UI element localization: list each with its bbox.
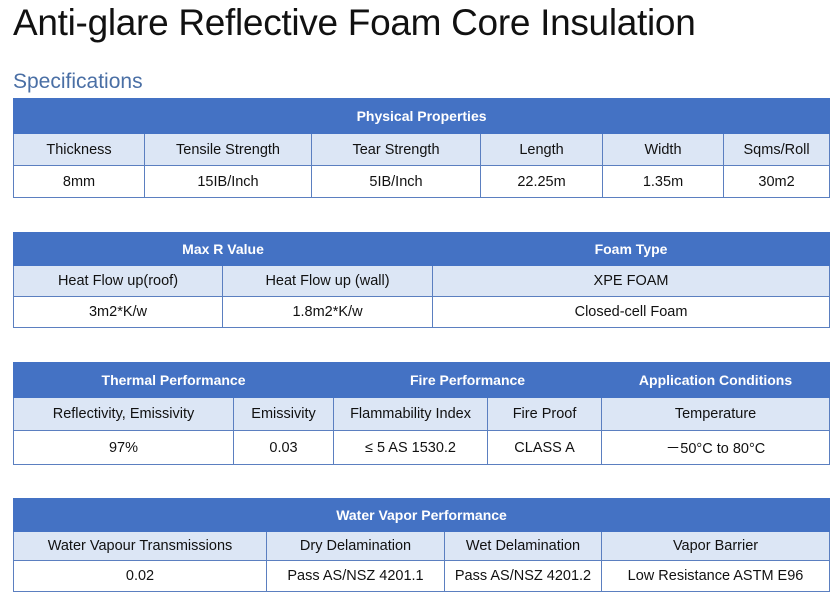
table-cell: 22.25m — [480, 165, 603, 198]
max-r-value-header: Max R Value — [12, 232, 434, 266]
table-subheader-row: Water Vapour Transmissions Dry Delaminat… — [13, 531, 831, 561]
table-cell: 0.03 — [232, 430, 335, 465]
table-subheader-row: Thickness Tensile Strength Tear Strength… — [13, 133, 831, 166]
column-header: Heat Flow up (wall) — [221, 265, 434, 297]
column-header: Tear Strength — [311, 133, 481, 166]
table-header-row: Max R Value Foam Type — [12, 232, 831, 266]
table-cell: 3m2*K/w — [13, 296, 223, 328]
table-row: 0.02 Pass AS/NSZ 4201.1 Pass AS/NSZ 4201… — [13, 560, 831, 592]
column-header: Tensile Strength — [144, 133, 312, 166]
column-header: Wet Delamination — [444, 531, 602, 561]
table-cell: CLASS A — [487, 430, 603, 465]
foam-type-header: Foam Type — [432, 232, 831, 266]
table-cell: 1.35m — [602, 165, 724, 198]
column-header: Temperature — [601, 397, 831, 431]
thermal-performance-header: Thermal Performance — [12, 362, 335, 398]
column-header: Length — [480, 133, 603, 166]
column-header: Width — [602, 133, 724, 166]
r-value-table: Max R Value Foam Type Heat Flow up(roof)… — [12, 232, 831, 328]
table-cell: 8mm — [13, 165, 145, 198]
column-header: Thickness — [13, 133, 145, 166]
table-cell: Low Resistance ASTM E96 — [600, 560, 831, 592]
table-header-row: Thermal Performance Fire Performance App… — [12, 362, 831, 398]
column-header: Flammability Index — [333, 397, 489, 431]
table-cell: 5IB/Inch — [311, 165, 481, 198]
column-header: Reflectivity, Emissivity — [13, 397, 234, 431]
column-header: Heat Flow up(roof) — [13, 265, 223, 297]
application-conditions-header: Application Conditions — [601, 362, 831, 398]
fire-performance-header: Fire Performance — [333, 362, 603, 398]
column-header: Vapor Barrier — [600, 531, 831, 561]
table-subheader-row: Heat Flow up(roof) Heat Flow up (wall) X… — [13, 265, 831, 297]
table-cell: 0.02 — [13, 560, 267, 592]
table-cell: －50°C to 80°C — [601, 430, 831, 465]
performance-table: Thermal Performance Fire Performance App… — [12, 362, 831, 465]
table-header-row: Water Vapor Performance — [12, 498, 831, 532]
physical-properties-header: Physical Properties — [12, 98, 831, 134]
physical-properties-table: Physical Properties Thickness Tensile St… — [12, 98, 831, 198]
table-cell: ≤ 5 AS 1530.2 — [333, 430, 489, 465]
table-cell: 15IB/Inch — [144, 165, 312, 198]
table-header-row: Physical Properties — [12, 98, 831, 134]
table-subheader-row: Reflectivity, Emissivity Emissivity Flam… — [13, 397, 831, 431]
table-row: 97% 0.03 ≤ 5 AS 1530.2 CLASS A －50°C to … — [13, 430, 831, 465]
table-cell: 30m2 — [722, 165, 831, 198]
water-vapor-header: Water Vapor Performance — [12, 498, 831, 532]
table-cell: Pass AS/NSZ 4201.1 — [266, 560, 445, 592]
column-header: Sqms/Roll — [722, 133, 831, 166]
column-header: Fire Proof — [487, 397, 603, 431]
table-cell: 1.8m2*K/w — [221, 296, 434, 328]
column-header: XPE FOAM — [432, 265, 831, 297]
column-header: Water Vapour Transmissions — [13, 531, 267, 561]
table-cell: 97% — [13, 430, 234, 465]
table-row: 8mm 15IB/Inch 5IB/Inch 22.25m 1.35m 30m2 — [13, 165, 831, 198]
table-row: 3m2*K/w 1.8m2*K/w Closed-cell Foam — [13, 296, 831, 328]
table-cell: Pass AS/NSZ 4201.2 — [444, 560, 602, 592]
water-vapor-table: Water Vapor Performance Water Vapour Tra… — [12, 498, 831, 592]
table-cell: Closed-cell Foam — [432, 296, 831, 328]
column-header: Emissivity — [232, 397, 335, 431]
section-title: Specifications — [13, 70, 143, 93]
page-title: Anti-glare Reflective Foam Core Insulati… — [13, 2, 696, 43]
column-header: Dry Delamination — [266, 531, 445, 561]
